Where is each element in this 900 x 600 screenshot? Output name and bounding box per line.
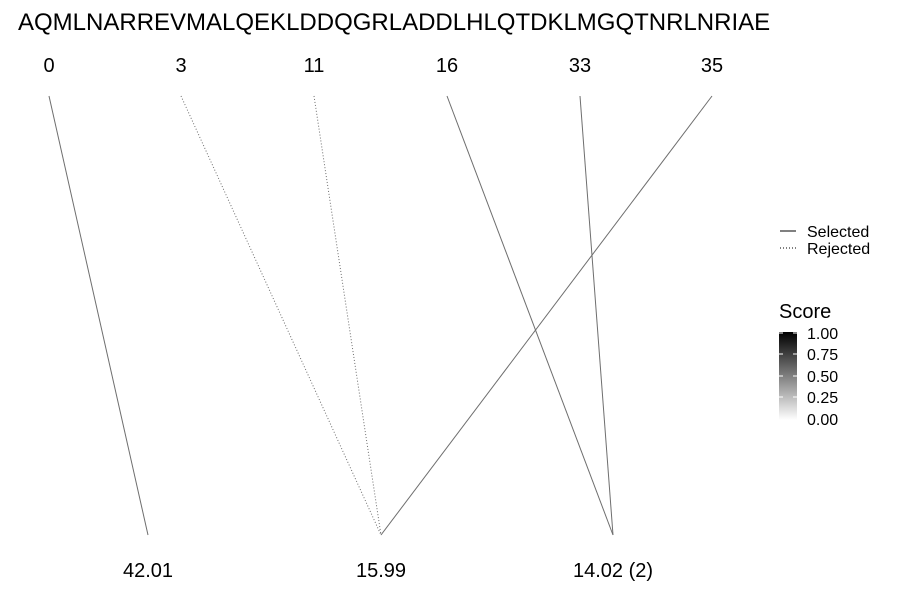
colorbar-ticks [779,332,797,398]
position-label: 11 [304,55,325,77]
position-label: 3 [175,55,186,77]
selected-link-line [380,95,713,536]
selected-link-line [579,95,614,536]
rejected-link-line [313,95,382,536]
line-type-legend: Selected Rejected [780,224,870,258]
position-labels: 0 3 11 16 33 35 [43,55,723,77]
rejected-link-line [180,95,382,536]
legend-label-rejected: Rejected [807,241,870,258]
sequence-text: AQMLNARREVMALQEKLDDQGRLADDLHLQTDKLMGQTNR… [18,9,770,36]
position-label: 16 [436,55,458,77]
colorbar-tick-label: 0.25 [807,390,838,407]
colorbar-tick-label: 1.00 [807,326,838,343]
score-colorbar [779,332,797,420]
colorbar-tick-label: 0.00 [807,412,838,429]
link-lines [48,95,713,536]
colorbar-tick-label: 0.75 [807,347,838,364]
score-legend-title: Score [779,301,831,323]
score-label: 14.02 (2) [573,560,653,582]
legend-label-selected: Selected [807,224,869,241]
score-labels: 42.01 15.99 14.02 (2) [123,560,653,582]
score-legend: Score 1.00 0.75 0.50 0.25 0.00 [779,301,838,429]
position-label: 33 [569,55,591,77]
selected-link-line [446,95,614,536]
score-label: 15.99 [356,560,406,582]
score-label: 42.01 [123,560,173,582]
selected-link-line [48,95,149,536]
colorbar-tick-label: 0.50 [807,369,838,386]
position-label: 35 [701,55,723,77]
position-label: 0 [43,55,54,77]
